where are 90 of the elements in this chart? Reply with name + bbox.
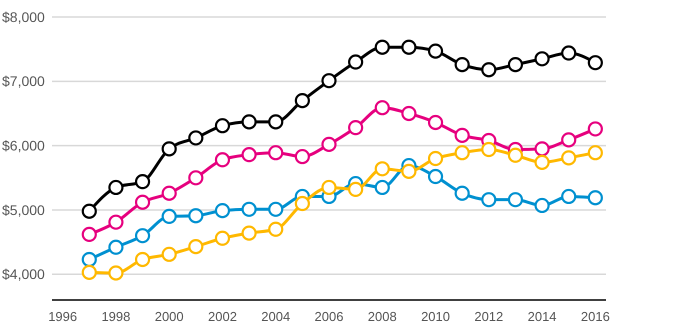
x-tick-label: 2014 bbox=[528, 309, 557, 324]
point bbox=[428, 150, 444, 166]
point bbox=[374, 180, 390, 196]
point bbox=[508, 148, 524, 163]
point bbox=[214, 118, 230, 134]
point bbox=[454, 186, 470, 201]
point bbox=[588, 145, 603, 160]
point bbox=[268, 222, 284, 237]
x-tick-label: 2010 bbox=[421, 309, 450, 324]
point bbox=[188, 170, 204, 186]
point bbox=[82, 204, 97, 219]
x-tick-label: 2004 bbox=[261, 309, 290, 324]
point bbox=[428, 114, 444, 130]
point bbox=[401, 40, 417, 55]
point bbox=[321, 180, 337, 196]
point bbox=[268, 202, 284, 217]
y-tick-label: $8,000 bbox=[2, 8, 46, 25]
x-tick-label: 2002 bbox=[208, 309, 237, 324]
point bbox=[508, 56, 524, 72]
point bbox=[561, 132, 576, 148]
point bbox=[134, 228, 150, 244]
point bbox=[294, 196, 310, 212]
point bbox=[374, 100, 390, 116]
point bbox=[534, 198, 550, 214]
point bbox=[162, 141, 177, 156]
x-tick-label: 2000 bbox=[154, 309, 184, 324]
point bbox=[268, 114, 284, 130]
point bbox=[294, 148, 310, 164]
point bbox=[428, 43, 444, 59]
point bbox=[108, 265, 124, 281]
point bbox=[214, 152, 230, 168]
point bbox=[82, 226, 97, 242]
point bbox=[188, 208, 204, 224]
point bbox=[82, 264, 97, 280]
point bbox=[561, 150, 576, 166]
y-tick-label: $7,000 bbox=[2, 73, 46, 90]
point bbox=[162, 186, 177, 201]
point bbox=[348, 182, 364, 197]
point bbox=[481, 142, 496, 158]
point bbox=[162, 208, 177, 224]
x-tick-label: 1998 bbox=[101, 309, 130, 324]
x-tick-label: 2008 bbox=[368, 309, 397, 324]
point bbox=[188, 239, 204, 254]
point bbox=[321, 136, 337, 152]
point bbox=[508, 192, 524, 208]
point bbox=[428, 168, 444, 184]
point bbox=[454, 128, 470, 143]
point bbox=[561, 188, 576, 204]
point bbox=[481, 192, 496, 208]
point bbox=[534, 154, 550, 170]
point bbox=[348, 120, 364, 136]
point bbox=[82, 252, 97, 268]
point bbox=[294, 93, 310, 108]
point bbox=[374, 40, 390, 55]
point bbox=[188, 130, 204, 146]
point bbox=[108, 180, 124, 196]
point bbox=[401, 164, 417, 179]
x-tick-label: 1996 bbox=[48, 309, 78, 324]
y-tick-label: $6,000 bbox=[2, 138, 46, 154]
point bbox=[108, 214, 124, 230]
point bbox=[374, 161, 390, 176]
point bbox=[454, 56, 470, 72]
point bbox=[108, 240, 124, 255]
point bbox=[134, 194, 150, 210]
point bbox=[561, 45, 576, 61]
point bbox=[534, 141, 550, 156]
point bbox=[241, 226, 257, 241]
x-tick-label: 2012 bbox=[474, 309, 504, 324]
point bbox=[401, 106, 417, 122]
y-tick-label: $4,000 bbox=[2, 266, 46, 282]
x-tick-label: 2006 bbox=[314, 309, 344, 324]
point bbox=[588, 121, 603, 137]
x-tick-label: 2016 bbox=[580, 309, 610, 324]
point bbox=[241, 114, 257, 130]
point bbox=[588, 55, 603, 70]
point bbox=[534, 51, 550, 66]
point bbox=[214, 230, 230, 246]
point bbox=[162, 246, 177, 262]
point bbox=[134, 174, 150, 190]
point bbox=[241, 147, 257, 162]
point bbox=[268, 145, 284, 160]
point bbox=[134, 252, 150, 268]
point bbox=[454, 145, 470, 160]
y-tick-label: $5,000 bbox=[2, 202, 46, 218]
point bbox=[321, 73, 337, 88]
point bbox=[481, 62, 496, 78]
point bbox=[214, 203, 230, 218]
point bbox=[588, 190, 603, 206]
point bbox=[241, 202, 257, 217]
point bbox=[348, 54, 364, 70]
